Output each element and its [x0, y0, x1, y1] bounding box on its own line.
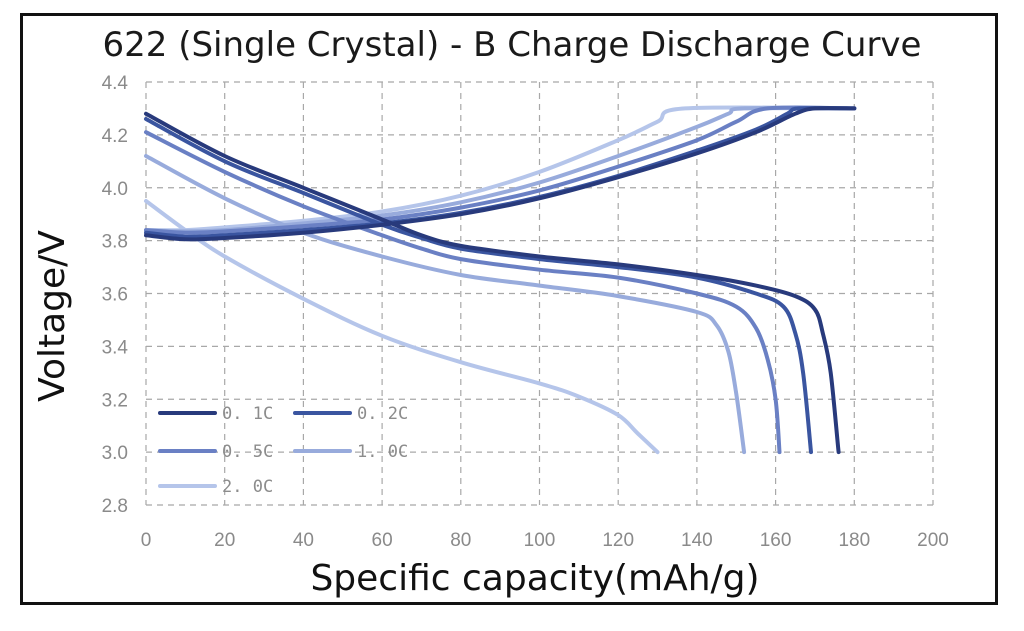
y-tick-label: 4.0 — [102, 179, 128, 200]
legend-label: 0. 2C — [357, 404, 408, 424]
legend-label: 2. 0C — [222, 477, 273, 497]
y-axis-title: Voltage/V — [32, 230, 73, 402]
x-tick-label: 160 — [760, 530, 792, 551]
y-tick-label: 3.6 — [102, 285, 128, 306]
y-tick-label: 3.4 — [102, 337, 129, 358]
charge-curve-01c — [144, 106, 857, 242]
y-tick-label: 2.8 — [102, 496, 128, 517]
legend-label: 0. 1C — [222, 404, 273, 424]
x-tick-label: 20 — [214, 530, 235, 551]
discharge-curve-05c — [144, 130, 782, 455]
x-tick-label: 80 — [450, 530, 471, 551]
series-lines — [144, 105, 857, 455]
y-tick-label: 4.2 — [102, 126, 128, 147]
charge-curve-20c — [144, 105, 857, 233]
chart-frame — [20, 13, 998, 605]
x-tick-label: 0 — [141, 530, 152, 551]
x-tick-label: 200 — [917, 530, 949, 551]
grid — [145, 81, 934, 506]
tick-labels: 0 20 40 60 80 100 120 140 160 180 200 2.8 3.0 3.2 3.4 3… — [102, 73, 949, 551]
x-tick-label: 40 — [293, 530, 314, 551]
x-tick-label: 180 — [838, 530, 870, 551]
x-tick-label: 120 — [602, 530, 634, 551]
y-tick-label: 3.2 — [102, 390, 128, 411]
discharge-curve-10c — [144, 154, 747, 455]
y-tick-label: 4.4 — [102, 73, 129, 94]
legend-label: 0. 5C — [222, 442, 273, 462]
x-tick-label: 60 — [372, 530, 393, 551]
x-tick-label: 100 — [524, 530, 556, 551]
legend-label: 1. 0C — [357, 442, 408, 462]
x-axis-title: Specific capacity(mAh/g) — [310, 558, 759, 599]
chart-title: 622 (Single Crystal) - B Charge Discharg… — [103, 25, 922, 65]
y-tick-label: 3.8 — [102, 232, 128, 253]
discharge-curve-20c — [144, 199, 660, 455]
discharge-curve-02c — [144, 117, 813, 455]
x-tick-label: 140 — [681, 530, 713, 551]
discharge-curve-01c — [144, 111, 841, 455]
legend: 0. 1C 0. 2C 0. 5C 1. 0C 2. 0C — [158, 404, 408, 497]
y-tick-label: 3.0 — [102, 443, 128, 464]
charge-curve-05c — [144, 105, 857, 235]
